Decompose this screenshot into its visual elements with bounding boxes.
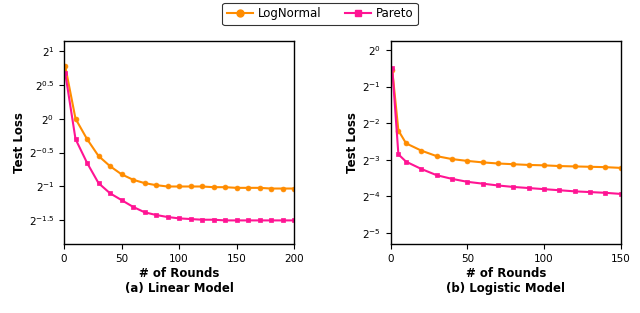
Legend: LogNormal, Pareto: LogNormal, Pareto: [222, 3, 418, 25]
X-axis label: # of Rounds
(a) Linear Model: # of Rounds (a) Linear Model: [125, 267, 234, 295]
Y-axis label: Test Loss: Test Loss: [13, 112, 26, 173]
X-axis label: # of Rounds
(b) Logistic Model: # of Rounds (b) Logistic Model: [446, 267, 565, 295]
Y-axis label: Test Loss: Test Loss: [346, 112, 359, 173]
